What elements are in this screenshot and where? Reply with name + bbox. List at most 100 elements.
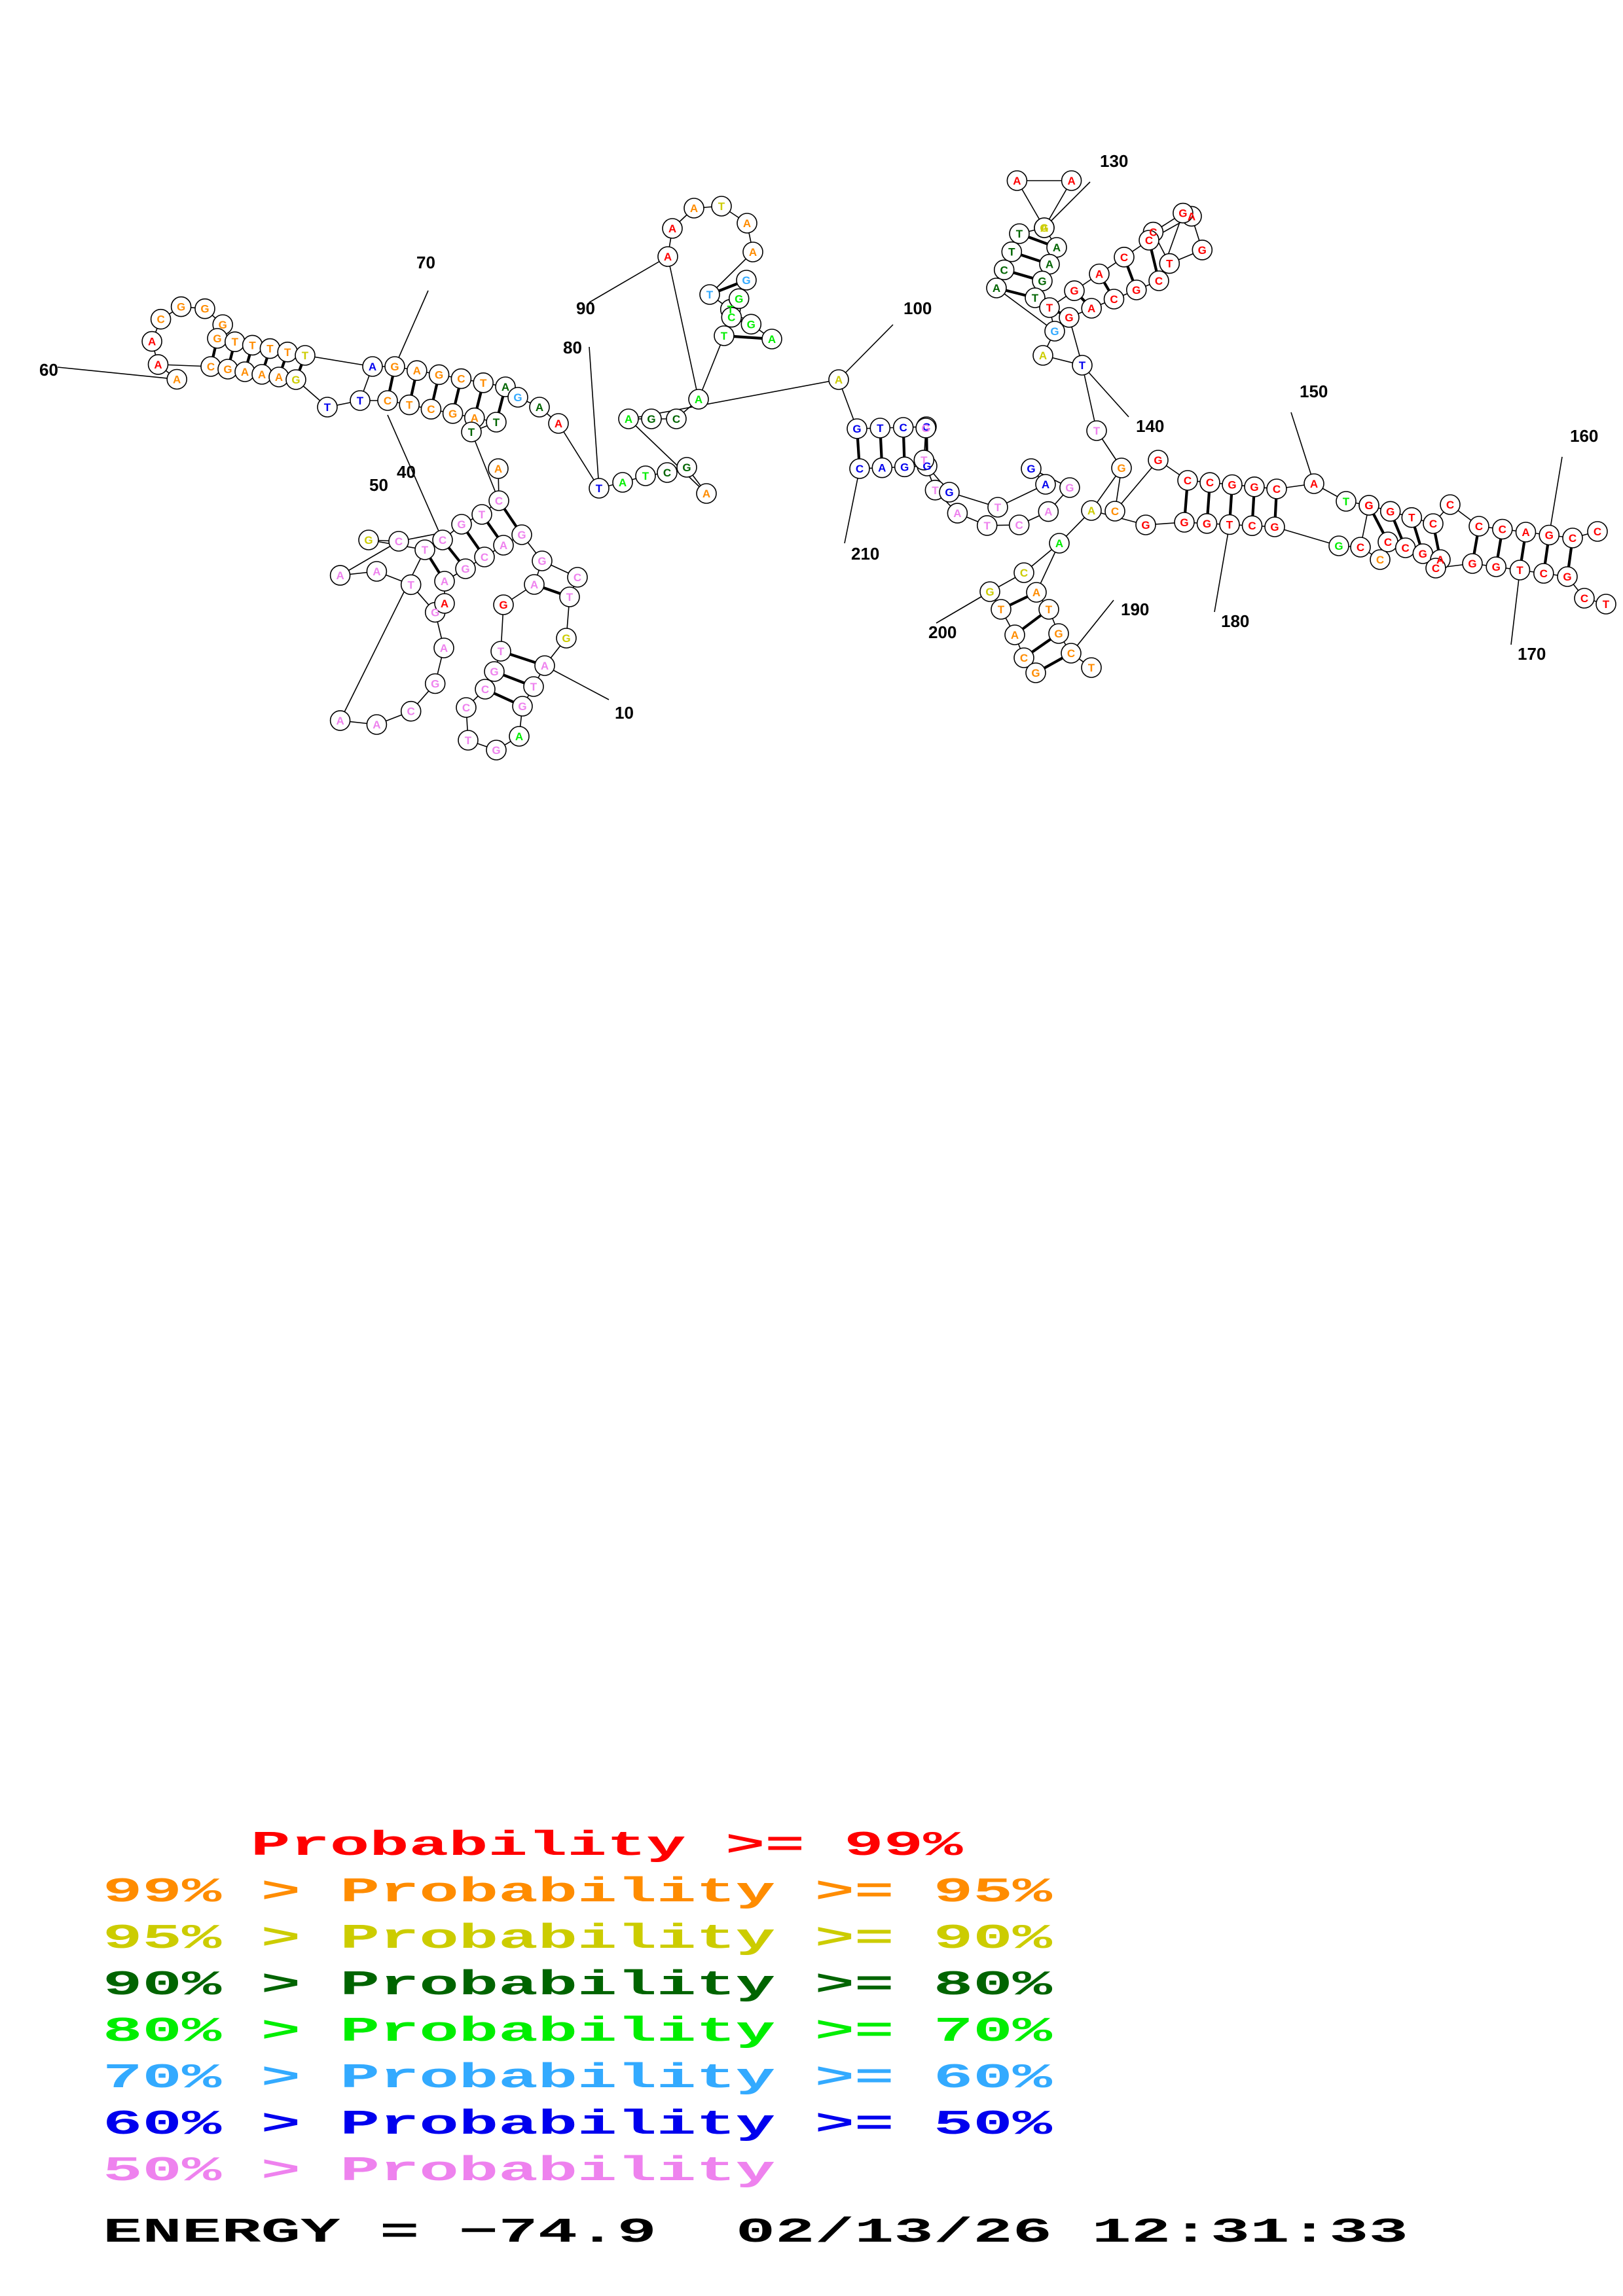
svg-text:G: G [364, 534, 373, 547]
svg-text:T: T [1032, 292, 1039, 304]
svg-text:190: 190 [1121, 600, 1149, 619]
svg-text:G: G [213, 332, 221, 345]
svg-text:G: G [921, 422, 930, 435]
svg-text:T: T [642, 470, 649, 482]
svg-text:C: C [427, 403, 435, 416]
svg-text:C: C [1120, 251, 1128, 264]
svg-text:70: 70 [416, 253, 435, 272]
svg-text:A: A [441, 575, 448, 588]
svg-text:A: A [1042, 478, 1049, 491]
svg-text:G: G [1070, 285, 1078, 297]
svg-text:T: T [284, 346, 291, 359]
svg-text:A: A [619, 476, 627, 489]
svg-text:A: A [1055, 537, 1063, 550]
svg-text:C: C [1111, 505, 1119, 518]
svg-text:C: C [1357, 541, 1364, 554]
svg-text:50% > Probability: 50% > Probability [103, 2152, 775, 2191]
svg-text:A: A [530, 579, 538, 591]
svg-text:A: A [1095, 268, 1103, 281]
svg-text:G: G [1027, 463, 1035, 475]
svg-text:A: A [664, 251, 672, 263]
svg-text:G: G [431, 607, 439, 619]
svg-text:A: A [1188, 210, 1195, 223]
svg-text:210: 210 [851, 544, 879, 564]
svg-text:95% > Probability >= 90%: 95% > Probability >= 90% [103, 1920, 1053, 1959]
svg-text:C: C [1145, 234, 1153, 247]
svg-text:T: T [465, 734, 472, 747]
svg-text:C: C [727, 312, 735, 324]
svg-text:C: C [1273, 483, 1281, 495]
svg-text:A: A [471, 412, 479, 424]
svg-text:50: 50 [369, 475, 388, 495]
svg-text:C: C [457, 373, 465, 386]
svg-text:T: T [1079, 359, 1086, 372]
svg-text:C: C [1432, 562, 1440, 575]
svg-text:A: A [1053, 242, 1061, 254]
svg-text:T: T [984, 520, 991, 532]
svg-text:200: 200 [928, 622, 957, 642]
svg-text:G: G [492, 744, 500, 757]
svg-text:A: A [241, 366, 249, 378]
svg-text:T: T [1408, 512, 1415, 524]
svg-text:C: C [856, 463, 864, 475]
svg-text:T: T [302, 350, 309, 362]
svg-text:A: A [1039, 350, 1047, 362]
svg-text:G: G [1178, 207, 1187, 220]
svg-text:G: G [223, 363, 232, 376]
svg-text:ENERGY = −74.9 02/13/26 12:31: ENERGY = −74.9 02/13/26 12:31:33 [103, 2214, 1408, 2253]
svg-text:T: T [480, 377, 487, 389]
svg-text:G: G [1386, 505, 1395, 518]
svg-text:T: T [232, 336, 239, 348]
svg-text:G: G [1198, 244, 1207, 257]
svg-text:A: A [702, 488, 710, 500]
svg-text:G: G [735, 293, 743, 305]
svg-text:G: G [647, 413, 655, 425]
svg-text:A: A [515, 730, 523, 743]
svg-text:A: A [336, 715, 344, 727]
svg-text:T: T [1008, 246, 1015, 259]
svg-text:G: G [1250, 481, 1258, 493]
svg-text:G: G [1228, 479, 1236, 492]
svg-text:G: G [900, 461, 909, 473]
svg-text:G: G [747, 318, 756, 331]
svg-text:A: A [668, 223, 676, 235]
svg-text:160: 160 [1570, 426, 1598, 446]
svg-text:150: 150 [1300, 382, 1328, 401]
svg-text:A: A [993, 282, 1000, 295]
svg-text:T: T [994, 501, 1002, 514]
svg-text:T: T [422, 544, 429, 556]
svg-text:G: G [1180, 516, 1188, 529]
svg-text:T: T [877, 422, 884, 435]
svg-text:G: G [177, 301, 185, 314]
svg-text:99% > Probability >= 95%: 99% > Probability >= 95% [103, 1873, 1053, 1912]
svg-text:Probability >= 99%: Probability >= 99% [251, 1827, 963, 1866]
svg-text:A: A [1067, 175, 1075, 187]
svg-text:G: G [390, 361, 399, 373]
svg-text:G: G [200, 303, 209, 315]
svg-text:G: G [1038, 275, 1046, 287]
svg-text:A: A [336, 569, 344, 582]
svg-text:G: G [682, 461, 691, 474]
svg-text:T: T [718, 200, 725, 213]
svg-text:A: A [154, 359, 162, 371]
svg-text:C: C [672, 413, 680, 425]
svg-text:C: C [395, 535, 403, 548]
svg-text:80: 80 [563, 338, 582, 357]
svg-text:C: C [481, 683, 489, 696]
svg-text:A: A [1013, 175, 1021, 187]
svg-text:C: C [1067, 647, 1075, 660]
svg-text:C: C [1020, 567, 1028, 579]
svg-text:C: C [495, 495, 503, 507]
svg-text:T: T [406, 399, 413, 412]
svg-text:G: G [499, 599, 507, 611]
svg-text:A: A [413, 365, 421, 377]
svg-text:60% > Probability >= 50%: 60% > Probability >= 50% [103, 2106, 1053, 2145]
svg-text:G: G [219, 319, 227, 331]
svg-text:A: A [1011, 629, 1019, 641]
svg-text:T: T [1343, 495, 1350, 508]
svg-text:A: A [1310, 478, 1318, 490]
svg-text:A: A [743, 217, 751, 230]
svg-text:T: T [921, 454, 928, 467]
svg-text:G: G [1563, 571, 1571, 583]
svg-text:G: G [518, 700, 526, 713]
